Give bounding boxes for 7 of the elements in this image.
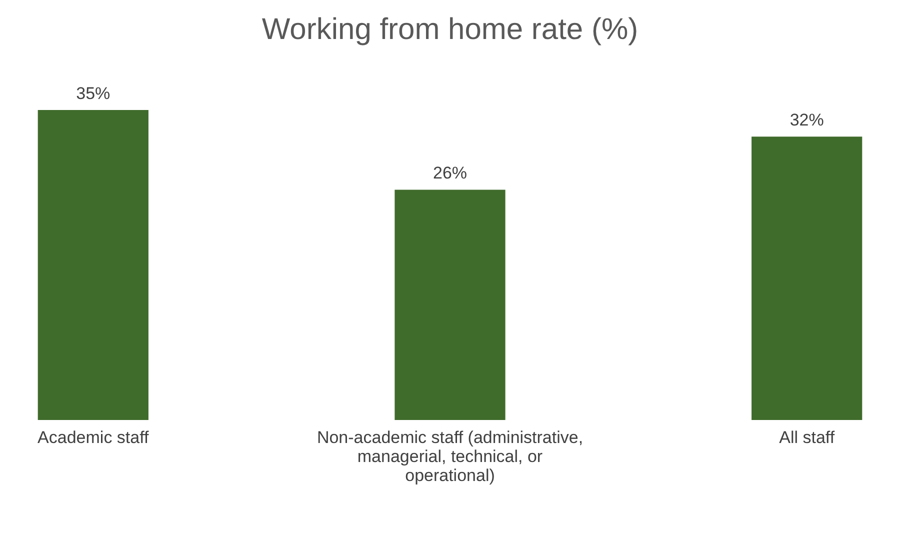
data-label: 26% xyxy=(432,164,468,183)
x-tick-label: Non-academic staff (administrative, managerial, technical, or operational) xyxy=(316,428,584,485)
x-tick-label: All staff xyxy=(779,428,835,447)
x-tick-label: Academic staff xyxy=(38,428,150,447)
data-label: 35% xyxy=(76,84,110,103)
data-label: 32% xyxy=(790,110,824,130)
chart-title: Working from home rate (%) xyxy=(262,13,638,46)
